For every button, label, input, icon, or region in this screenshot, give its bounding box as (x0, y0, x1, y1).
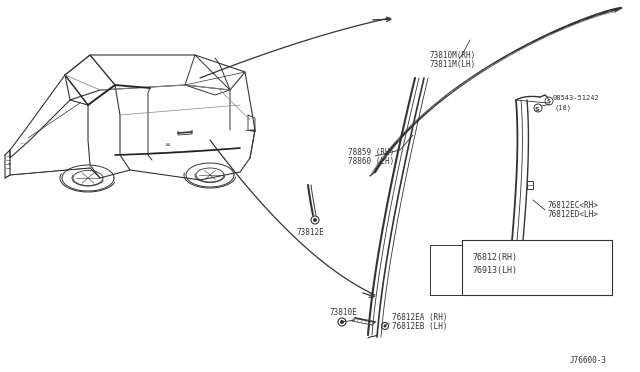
Bar (527, 181, 533, 189)
Text: 73811M(LH): 73811M(LH) (430, 60, 476, 69)
Text: 76812EB (LH): 76812EB (LH) (392, 322, 447, 331)
Text: J76600-3: J76600-3 (570, 356, 607, 365)
Text: 73810M(RH): 73810M(RH) (430, 51, 476, 60)
Circle shape (313, 218, 317, 222)
Text: 76812(RH): 76812(RH) (472, 253, 517, 262)
Text: ∞: ∞ (164, 142, 170, 148)
Text: 76913(LH): 76913(LH) (472, 266, 517, 275)
Text: 78859 (RH): 78859 (RH) (348, 148, 394, 157)
Text: 76812EC<RH>: 76812EC<RH> (548, 201, 599, 210)
Circle shape (383, 324, 387, 327)
Text: 76812ED<LH>: 76812ED<LH> (548, 210, 599, 219)
Text: S: S (534, 106, 539, 112)
Text: 78860 (LH): 78860 (LH) (348, 157, 394, 166)
Text: 08543-51242: 08543-51242 (553, 95, 600, 101)
Text: S: S (547, 99, 551, 104)
Text: (18): (18) (555, 104, 572, 110)
Text: 73812E: 73812E (296, 228, 324, 237)
Text: 76812EA (RH): 76812EA (RH) (392, 313, 447, 322)
Text: 73810E: 73810E (330, 308, 358, 317)
Circle shape (340, 320, 344, 324)
Bar (462, 240, 612, 295)
